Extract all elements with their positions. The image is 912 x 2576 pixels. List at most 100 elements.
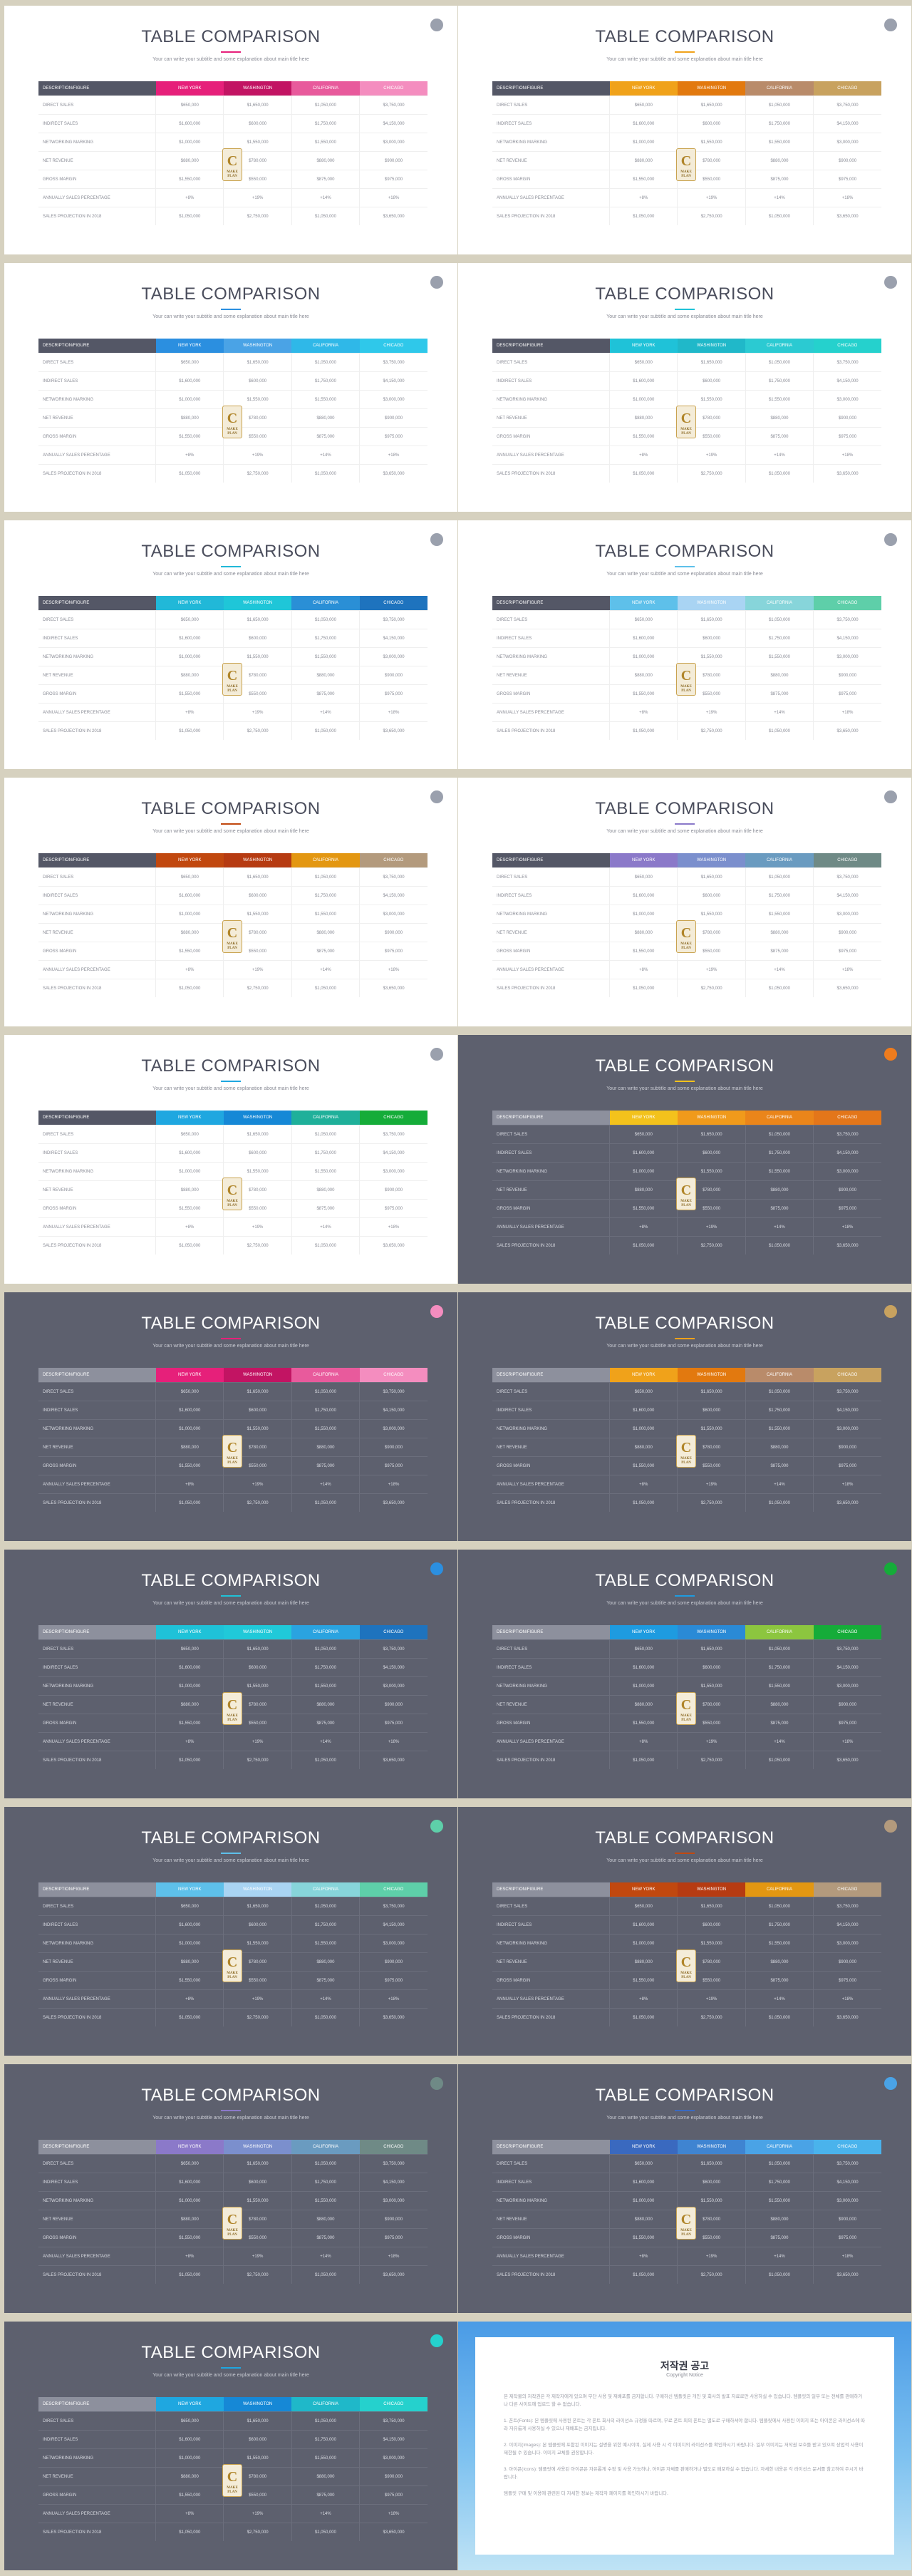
table-cell: NET REVENUE [38,408,156,428]
slide[interactable]: TABLE COMPARISON Your can write your subt… [458,1807,911,2056]
comparison-table: DESCRIPTION/FIGURE NEW YORK WASHINGTON CALI… [38,1625,428,1769]
slide[interactable]: TABLE COMPARISON Your can write your subt… [458,1550,911,1798]
slide[interactable]: TABLE COMPARISON Your can write your subt… [458,2064,911,2313]
comparison-table: DESCRIPTION/FIGURE NEW YORK WASHINGTON CALI… [38,596,428,740]
slide-title: TABLE COMPARISON [141,1056,321,1076]
slide-title: TABLE COMPARISON [595,1571,774,1590]
slide[interactable]: TABLE COMPARISON Your can write your subt… [4,2322,457,2570]
table-row: NETWORKING MARKING $1,000,000 $1,550,000 $1… [492,133,881,152]
table-cell: NET REVENUE [492,1438,610,1457]
slide[interactable]: TABLE COMPARISON Your can write your subt… [4,263,457,512]
table-cell: $650,000 [155,1639,224,1659]
table-cell: $3,650,000 [813,1751,881,1769]
comparison-table: DESCRIPTION/FIGURE NEW YORK WASHINGTON CALI… [492,339,881,483]
slide[interactable]: TABLE COMPARISON Your can write your subt… [458,1292,911,1541]
table-cell: $880,000 [609,1180,678,1200]
table-cell: $4,150,000 [359,1401,428,1420]
slide[interactable]: TABLE COMPARISON Your can write your subt… [4,1807,457,2056]
table-cell: $4,150,000 [813,2173,881,2192]
table-cell: +18% [359,703,428,722]
table-cell: $875,000 [291,2485,360,2505]
table-cell: $1,000,000 [609,133,678,152]
slide[interactable]: TABLE COMPARISON Your can write your subt… [4,778,457,1026]
table-cell: $1,000,000 [155,2191,224,2210]
brand-logo: C MAKE PLAN [222,1949,242,1982]
slide[interactable]: TABLE COMPARISON Your can write your subt… [458,263,911,512]
table-cell: $1,000,000 [155,2448,224,2468]
table-cell: SALES PROJECTION IN 2018 [492,464,610,483]
table-cell: $880,000 [745,1180,814,1200]
table-cell: $1,550,000 [155,2485,224,2505]
comparison-table: DESCRIPTION/FIGURE NEW YORK WASHINGTON CALI… [492,1625,881,1769]
table-cell: SALES PROJECTION IN 2018 [38,207,156,225]
table-cell: SALES PROJECTION IN 2018 [38,721,156,740]
table-cell: $1,550,000 [155,1456,224,1475]
table-cell: NETWORKING MARKING [38,133,156,152]
table-cell: DIRECT SALES [492,867,610,887]
slide[interactable]: TABLE COMPARISON Your can write your subt… [458,778,911,1026]
table-row: SALES PROJECTION IN 2018 $1,050,000 $2,750… [492,1493,881,1512]
table-cell: $1,000,000 [609,1162,678,1181]
table-cell: NETWORKING MARKING [492,390,610,409]
table-cell: $900,000 [813,1438,881,1457]
table-cell: NET REVENUE [492,2210,610,2229]
table-cell: +18% [359,188,428,207]
slide[interactable]: TABLE COMPARISON Your can write your subt… [4,1292,457,1541]
table-row: NETWORKING MARKING $1,000,000 $1,550,000 $1… [492,1934,881,1953]
table-cell: $3,000,000 [813,2191,881,2210]
table-cell: $880,000 [609,666,678,685]
table-cell: $3,650,000 [813,979,881,997]
slide-title: TABLE COMPARISON [595,1056,774,1076]
title-underline [221,823,241,825]
slide-title: TABLE COMPARISON [595,542,774,561]
table-row: INDIRECT SALES $1,600,000 $600,000 $1,750,0… [38,2173,428,2192]
table-cell: $1,000,000 [609,1676,678,1696]
table-cell: $1,050,000 [745,1751,814,1769]
table-cell: $1,600,000 [155,2430,224,2449]
table-cell: $3,750,000 [813,1639,881,1659]
notice-paragraph: 본 제작물의 저작권은 각 제작자에게 있으며 무단 사용 및 재배포를 금지합… [504,2394,863,2407]
slide-subtitle: Your can write your subtitle and some ex… [152,1601,309,1606]
table-cell: +14% [291,1989,360,2009]
table-cell: GROSS MARGIN [38,2228,156,2247]
table-cell: $900,000 [813,923,881,942]
comparison-table: DESCRIPTION/FIGURE NEW YORK WASHINGTON CALI… [492,2140,881,2284]
slide[interactable]: TABLE COMPARISON Your can write your subt… [4,520,457,769]
table-cell: $1,050,000 [155,1493,224,1512]
table-cell: $1,550,000 [745,905,814,924]
table-cell: $880,000 [291,666,360,685]
slide-number-badge [884,1305,897,1318]
table-cell: $1,750,000 [291,2430,360,2449]
brand-logo: C MAKE PLAN [222,920,242,953]
table-row: DIRECT SALES $650,000 $1,650,000 $1,050,000… [38,2411,428,2431]
table-cell: $3,750,000 [359,1897,428,1916]
slide[interactable]: TABLE COMPARISON Your can write your subt… [458,6,911,254]
slide[interactable]: TABLE COMPARISON Your can write your subt… [4,1550,457,1798]
table-header-row: DESCRIPTION/FIGURE NEW YORK WASHINGTON CALI… [38,339,428,354]
table-cell: $2,750,000 [677,1493,746,1512]
table-row: SALES PROJECTION IN 2018 $1,050,000 $2,750… [492,1236,881,1254]
table-cell: $1,050,000 [291,1493,360,1512]
table-cell: +14% [291,2247,360,2266]
slide[interactable]: TABLE COMPARISON Your can write your subt… [4,1035,457,1284]
table-cell: $1,550,000 [291,1676,360,1696]
copyright-notice-slide[interactable]: 저작권 공고 Copyright Notice 본 제작물의 저작권은 각 제작자에… [458,2322,911,2570]
title-underline [675,566,695,567]
slide-subtitle: Your can write your subtitle and some ex… [152,2116,309,2121]
table-cell: ANNUALLY SALES PERCENTAGE [38,1732,156,1751]
slide[interactable]: TABLE COMPARISON Your can write your subt… [4,6,457,254]
slide-title: TABLE COMPARISON [141,2343,321,2362]
table-cell: SALES PROJECTION IN 2018 [492,1751,610,1769]
table-cell: NETWORKING MARKING [38,1419,156,1438]
slide[interactable]: TABLE COMPARISON Your can write your subt… [458,1035,911,1284]
slide[interactable]: TABLE COMPARISON Your can write your subt… [458,520,911,769]
table-row: NET REVENUE $880,000 $780,000 $880,000 $900,… [492,1180,881,1200]
table-cell: $2,750,000 [223,464,292,483]
table-cell: $600,000 [223,1143,292,1163]
table-cell: $600,000 [677,1658,746,1677]
table-header-cell: NEW YORK [155,81,224,96]
table-row: NETWORKING MARKING $1,000,000 $1,550,000 $1… [38,390,428,409]
table-cell: $975,000 [813,1199,881,1218]
slide[interactable]: TABLE COMPARISON Your can write your subt… [4,2064,457,2313]
table-cell: $1,050,000 [291,721,360,740]
